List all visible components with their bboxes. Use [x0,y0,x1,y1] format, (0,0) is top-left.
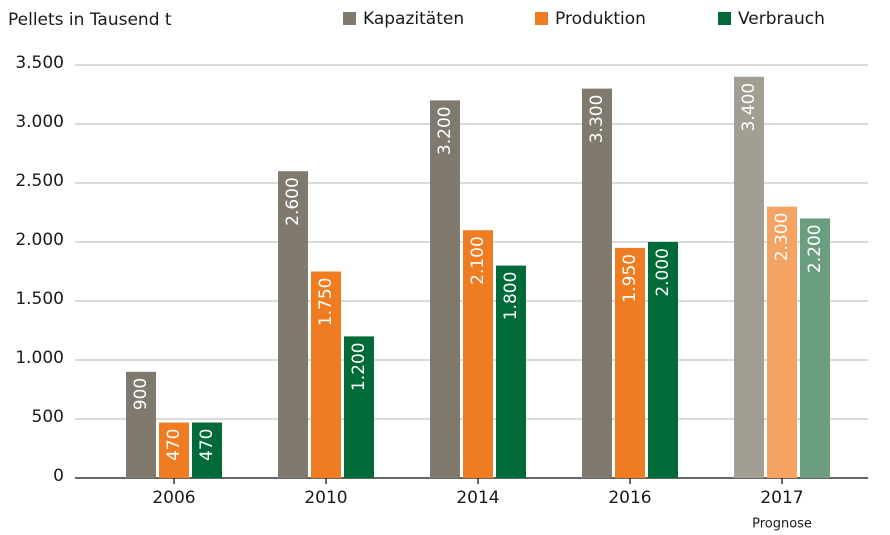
value-label: 2.300 [772,213,792,262]
bar [734,76,764,479]
y-tick-label: 500 [32,407,64,427]
legend-label: Verbrauch [738,9,825,29]
bar [192,422,222,478]
bar [126,371,156,478]
bar [159,422,189,478]
bar [496,265,526,478]
value-label: 470 [197,429,217,461]
value-label: 2.200 [805,224,825,273]
x-tick-label: 2017 [760,488,803,508]
value-label: 3.200 [435,106,455,155]
legend-swatch [343,12,356,25]
x-tick-label: 2016 [608,488,651,508]
value-label: 2.000 [653,248,673,297]
x-tick-label: 2010 [304,488,347,508]
bar [278,171,308,478]
value-label: 3.300 [587,95,607,144]
bar [430,100,460,479]
legend-label: Kapazitäten [363,9,464,29]
value-label: 1.200 [349,342,369,391]
value-label: 2.600 [283,177,303,226]
y-tick-label: 2.000 [15,230,64,250]
bar [311,271,341,478]
y-tick-label: 1.000 [15,348,64,368]
value-label: 2.100 [468,236,488,285]
x-tick-label: 2006 [152,488,195,508]
bar [615,247,645,478]
y-tick-label: 3.500 [15,53,64,73]
bar [648,242,678,478]
value-label: 900 [131,378,151,410]
value-label: 1.800 [501,272,521,321]
y-tick-label: 3.000 [15,112,64,132]
bar [463,230,493,478]
value-label: 470 [164,429,184,461]
value-label: 1.950 [620,254,640,303]
bar [800,218,830,478]
legend-swatch [718,12,731,25]
y-tick-label: 1.500 [15,289,64,309]
annotation: Prognose [752,517,812,532]
legend-label: Produktion [555,9,646,29]
chart-title: Pellets in Tausend t [8,10,172,30]
bar [582,88,612,478]
y-tick-label: 2.500 [15,171,64,191]
value-label: 1.750 [316,278,336,327]
legend-swatch [535,12,548,25]
bar [767,206,797,478]
value-label: 3.400 [739,83,759,132]
y-tick-label: 0 [53,466,64,486]
bar [344,336,374,478]
x-tick-label: 2014 [456,488,499,508]
